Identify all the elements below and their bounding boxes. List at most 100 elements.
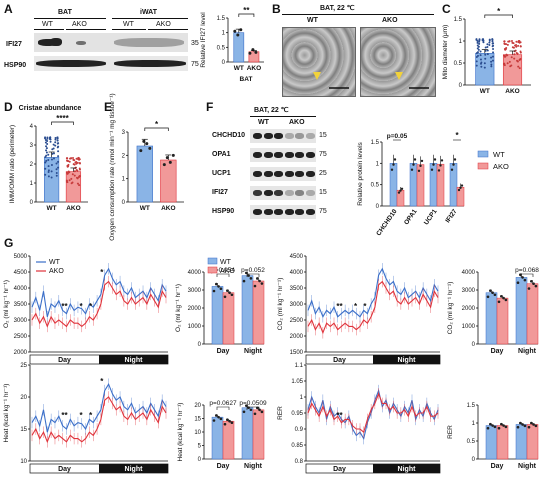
chart-g-co2-bar-pt-1-0-0 <box>516 281 520 285</box>
chart-d-dot-0-6 <box>47 153 50 156</box>
chart-f-pt-2-1-0 <box>437 169 441 172</box>
chart-c-dot-0-0 <box>483 66 486 69</box>
chart-e-sig-bracket <box>144 127 169 131</box>
chart-g-heat-star-2: * <box>89 411 93 420</box>
chart-c-dot-1-57 <box>518 40 521 43</box>
chart-d-dot-0-54 <box>57 145 60 148</box>
blot-a-ifi27-strip <box>34 33 188 52</box>
chart-g-heat-bar-pt-1-1-0 <box>253 412 257 416</box>
chart-g-o2-bar-pt-0-0-0 <box>212 289 216 293</box>
chart-g-heat-line-ako <box>31 396 167 444</box>
chart-c-dot-0-50 <box>477 45 480 48</box>
chart-d-dot-0-48 <box>56 136 59 139</box>
chart-g-co2-bar-y-tick-label-4: 4000 <box>462 270 476 276</box>
chart-d-dot-0-49 <box>49 138 52 141</box>
chart-g-o2-legend-ako: AKO <box>49 268 64 275</box>
chart-g-rer-bar-pt-0-1-1 <box>500 422 503 426</box>
chart-c-dot-0-6 <box>479 50 482 53</box>
chart-c-dot-0-42 <box>488 41 491 44</box>
chart-d-dot-1-23 <box>78 184 81 187</box>
chart-d-dot-0-50 <box>45 147 48 150</box>
chart-d-x-label-1: AKO <box>66 205 80 212</box>
chart-g-heat-x-night: Night <box>125 466 144 473</box>
chart-g-heat-bar-pt-0-0-3 <box>219 417 223 421</box>
blot-a-mw35: 35 <box>191 40 199 47</box>
chart-g-heat-y-tick-label-0: 10 <box>20 459 27 465</box>
chart-c-dot-0-36 <box>484 53 487 56</box>
chart-a-pt-0-2 <box>239 28 243 32</box>
chart-c-dot-0-58 <box>476 51 479 54</box>
em-b-title-line <box>282 14 434 15</box>
chart-g-heat-line-wt <box>31 382 167 433</box>
chart-g-rer-y-tick-label-1: 0.85 <box>291 443 303 449</box>
chart-c-dot-1-55 <box>514 44 517 47</box>
chart-d-dot-1-54 <box>76 169 79 172</box>
chart-g-rer-bar-pt-1-1-2 <box>532 423 535 426</box>
chart-c-dot-0-29 <box>479 58 482 61</box>
em-wt-micrograph <box>282 27 356 97</box>
chart-c-x-label-1: AKO <box>505 88 519 95</box>
chart-g-heat-y-tick-label-1: 15 <box>20 427 27 433</box>
chart-g-co2-y-tick-label-5: 4000 <box>290 270 304 276</box>
chart-c-dot-1-50 <box>503 42 506 45</box>
chart-f-pt-0-1-2 <box>400 187 404 190</box>
panel-label-a: A <box>4 2 13 16</box>
blot-f-mw-1: 75 <box>319 151 327 158</box>
chart-g-co2-line-ako <box>307 280 439 335</box>
chart-g-rer-bar-x-label-0: Day <box>491 463 504 470</box>
chart-g-o2-bar-pt-0-1-1 <box>226 289 229 292</box>
blot-a-hsp90-label: HSP90 <box>4 62 27 69</box>
chart-f-pt-1-1-1 <box>419 164 422 168</box>
chart-c-dot-0-46 <box>484 49 487 52</box>
chart-c-dot-1-15 <box>508 60 511 63</box>
chart-g-co2-bar-pt-1-1-0 <box>527 287 531 290</box>
blot-f-mw-3: 15 <box>319 189 327 196</box>
chart-g-co2-bar-sig-1: p=0.068 <box>515 267 539 274</box>
blot-a-mw75: 75 <box>191 61 199 68</box>
chart-c-dot-0-54 <box>492 44 495 47</box>
chart-c-dot-1-12 <box>510 40 513 43</box>
chart-g-co2-line-wt <box>307 267 439 319</box>
chart-c-dot-0-40 <box>488 39 491 42</box>
chart-g-co2-y-tick-label-2: 2500 <box>290 318 304 324</box>
chart-c-dot-0-43 <box>486 49 489 52</box>
chart-g-heat-star-1: * <box>79 411 83 420</box>
blot-f-mw-2: 25 <box>319 170 327 177</box>
chart-c-dot-0-9 <box>477 48 480 51</box>
chart-c-dot-0-20 <box>486 43 489 46</box>
chart-g-heat-bar-sig-bracket-0 <box>216 406 230 410</box>
chart-g-co2-bar-bar-1-0 <box>515 277 528 345</box>
chart-g-rer-x-day: Day <box>333 466 346 473</box>
chart-d-dot-0-45 <box>55 168 58 171</box>
chart-g-o2-legend-wt: WT <box>49 259 61 266</box>
chart-e-x-label-0: WT <box>140 205 150 212</box>
blot-a-ako2: AKO <box>156 21 171 28</box>
chart-g-heat-y-tick-label-3: 25 <box>20 363 27 369</box>
chart-d-dot-0-43 <box>52 152 55 155</box>
chart-c-dot-1-45 <box>510 64 513 67</box>
chart-d-dot-0-39 <box>52 147 55 150</box>
blot-f-wt: WT <box>258 119 269 126</box>
legend-f-ako: AKO <box>493 162 509 171</box>
chart-d-dot-0-59 <box>50 170 53 173</box>
chart-g-co2-night-block <box>373 355 440 364</box>
blot-f-label-ifi27: IFI27 <box>212 189 228 196</box>
chart-f-pt-1-0-2 <box>413 158 417 161</box>
chart-f-pt-3-0-2 <box>453 158 457 161</box>
chart-c-dot-1-47 <box>504 48 507 51</box>
chart-e-pt-1-2 <box>168 160 172 164</box>
chart-g-co2-bar-bar-1-1 <box>526 283 539 345</box>
chart-c-dot-0-39 <box>486 46 489 49</box>
chart-g-rer-bar-pt-0-0-1 <box>489 422 492 426</box>
chart-g-co2-bar-y-tick-label-1: 1000 <box>462 324 476 330</box>
chart-c-dot-0-14 <box>490 56 493 59</box>
chart-a-sig-bracket <box>238 13 255 17</box>
chart-d-y-tick-label-4: 4 <box>30 124 34 130</box>
chart-d-dot-1-5 <box>75 157 78 160</box>
chart-d-dot-1-15 <box>70 177 73 180</box>
chart-g-o2-bar-pt-1-0-3 <box>249 277 253 280</box>
chart-e-y-tick-label-2: 2 <box>122 153 126 159</box>
chart-g-co2-bar-pt-0-0-3 <box>493 293 497 297</box>
chart-g-o2-star-2: * <box>89 302 93 311</box>
chart-f-sig-0: p=0.05 <box>387 133 408 140</box>
